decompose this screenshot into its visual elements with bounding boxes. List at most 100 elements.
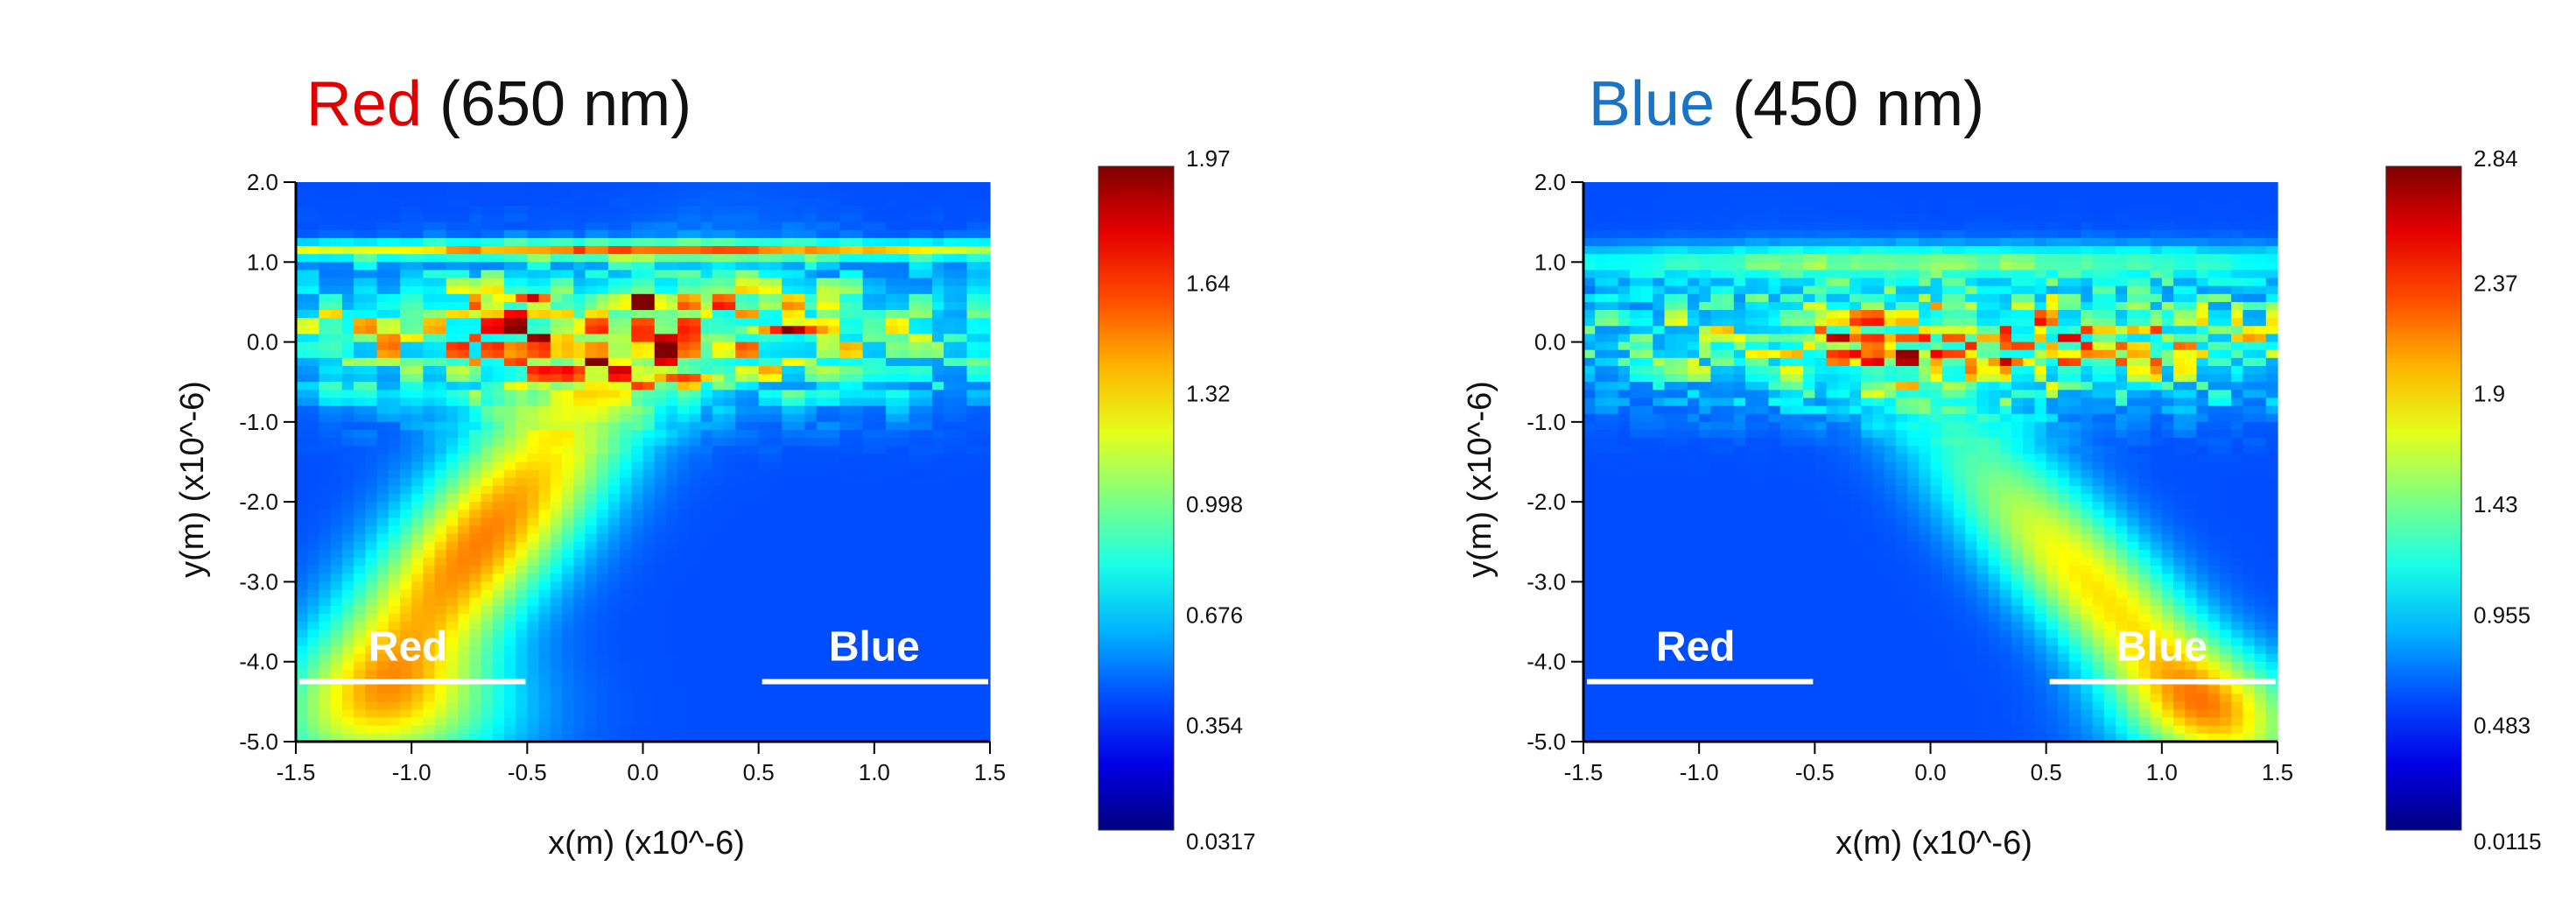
heatmap-cell	[492, 517, 505, 527]
heatmap-cell	[816, 421, 829, 431]
heatmap-cell	[631, 701, 644, 711]
heatmap-cell	[446, 454, 459, 463]
heatmap-cell	[909, 262, 922, 271]
heatmap-cell	[2173, 262, 2186, 271]
heatmap-cell	[1953, 246, 1966, 255]
heatmap-cell	[296, 566, 308, 574]
heatmap-cell	[296, 310, 308, 319]
heatmap-cell	[2185, 222, 2198, 231]
heatmap-cell	[758, 262, 771, 271]
heatmap-cell	[2023, 246, 2036, 255]
heatmap-cell	[654, 597, 667, 607]
heatmap-cell	[573, 469, 586, 479]
heatmap-cell	[307, 622, 320, 630]
heatmap-cell	[1583, 278, 1596, 287]
heatmap-cell	[458, 293, 470, 303]
heatmap-cell	[330, 214, 343, 223]
heatmap-cell	[434, 454, 447, 463]
heatmap-cell	[874, 413, 887, 423]
heatmap-cell	[862, 398, 875, 407]
heatmap-cell	[330, 382, 343, 391]
heatmap-cell	[481, 566, 494, 574]
heatmap-cell	[886, 693, 898, 702]
heatmap-cell	[944, 653, 956, 663]
heatmap-cell	[550, 669, 563, 679]
heatmap-cell	[712, 349, 725, 359]
heatmap-cell	[492, 494, 505, 503]
heatmap-cell	[909, 270, 922, 279]
heatmap-cell	[712, 581, 725, 591]
heatmap-cell	[330, 525, 343, 535]
heatmap-cell	[1779, 237, 1793, 247]
heatmap-cell	[724, 405, 736, 415]
heatmap-cell	[944, 246, 956, 255]
heatmap-cell	[1710, 262, 1723, 271]
heatmap-cell	[1861, 229, 1874, 239]
heatmap-cell	[550, 701, 563, 711]
heatmap-cell	[399, 549, 412, 559]
heatmap-cell	[481, 293, 494, 303]
heatmap-cell	[550, 310, 563, 319]
heatmap-cell	[735, 502, 748, 510]
heatmap-cell	[897, 278, 910, 287]
heatmap-cell	[399, 605, 412, 615]
heatmap-cell	[446, 405, 459, 415]
heatmap-cell	[307, 485, 320, 495]
heatmap-cell	[434, 421, 447, 431]
heatmap-cell	[458, 517, 470, 527]
heatmap-cell	[712, 677, 725, 686]
heatmap-cell	[862, 622, 875, 630]
heatmap-cell	[573, 566, 586, 574]
heatmap-cell	[700, 326, 713, 335]
heatmap-cell	[446, 341, 459, 351]
heatmap-cell	[758, 341, 771, 351]
heatmap-cell	[516, 589, 528, 599]
heatmap-cell	[492, 390, 505, 399]
heatmap-cell	[319, 630, 332, 638]
heatmap-cell	[2127, 182, 2139, 191]
heatmap-cell	[516, 318, 528, 327]
heatmap-cell	[561, 669, 574, 679]
heatmap-cell	[561, 677, 574, 686]
heatmap-cell	[423, 405, 436, 415]
heatmap-cell	[388, 733, 401, 743]
heatmap-cell	[307, 653, 320, 663]
heatmap-cell	[596, 709, 609, 719]
heatmap-cell	[1930, 222, 1943, 231]
heatmap-cell	[2081, 246, 2094, 255]
heatmap-cell	[804, 222, 818, 231]
heatmap-cell	[978, 246, 991, 255]
heatmap-cell	[886, 429, 898, 439]
heatmap-cell	[677, 589, 690, 599]
heatmap-cell	[388, 533, 401, 543]
heatmap-cell	[735, 326, 748, 335]
heatmap-cell	[538, 645, 551, 655]
heatmap-cell	[492, 262, 505, 271]
heatmap-cell	[654, 517, 667, 527]
heatmap-cell	[585, 293, 598, 303]
heatmap-cell	[469, 374, 482, 383]
heatmap-cell	[1618, 237, 1631, 247]
heatmap-cell	[966, 645, 979, 655]
heatmap-cell	[689, 541, 702, 551]
heatmap-cell	[700, 485, 713, 495]
heatmap-cell	[1791, 190, 1804, 199]
heatmap-cell	[388, 405, 401, 415]
heatmap-cell	[827, 645, 840, 655]
heatmap-cell	[827, 229, 840, 239]
heatmap-cell	[481, 413, 494, 423]
heatmap-chart: -1.5 -1.0 -0.5 0.0 0.5 1.0 1.52.01.00.0-1.0-2.…	[174, 145, 1256, 862]
heatmap-cell	[307, 198, 320, 207]
heatmap-cell	[481, 374, 494, 383]
heatmap-cell	[839, 581, 852, 591]
heatmap-cell	[631, 502, 644, 510]
heatmap-cell	[469, 326, 482, 335]
heatmap-cell	[446, 622, 459, 630]
heatmap-cell	[411, 398, 424, 407]
heatmap-cell	[550, 477, 563, 487]
heatmap-cell	[423, 334, 436, 343]
heatmap-cell	[585, 254, 598, 263]
heatmap-cell	[341, 278, 354, 287]
heatmap-cell	[944, 637, 956, 647]
heatmap-cell	[550, 494, 563, 503]
